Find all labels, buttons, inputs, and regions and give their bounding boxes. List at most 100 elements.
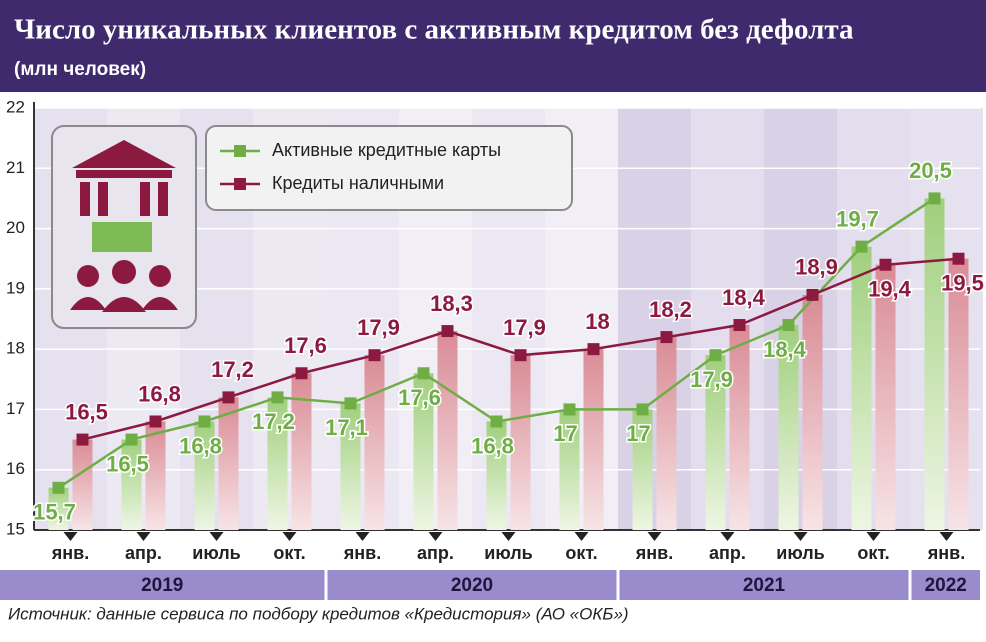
marker [490,415,503,428]
value-column [875,264,896,530]
year-band [911,570,980,600]
x-tick-label: янв. [927,543,965,563]
marker [928,192,941,205]
value-column [413,373,434,530]
value-column [218,397,239,530]
value-column [559,409,580,530]
tick-mark [939,532,954,541]
marker [271,391,284,404]
value-label: 17,1 [325,415,368,440]
year-label: 2020 [451,575,493,596]
value-column [364,355,385,530]
value-column [437,331,458,530]
value-column [583,349,604,530]
marker [344,397,357,410]
x-tick-label: янв. [51,543,89,563]
x-tick-label: апр. [125,543,162,563]
value-column [121,439,142,530]
y-tick-label: 17 [6,399,25,418]
value-label: 15,7 [33,500,76,525]
value-column [632,409,653,530]
value-label: 17,9 [357,315,400,340]
value-label: 16,5 [65,399,108,424]
source: Источник: данные сервиса по подбору кред… [8,604,629,623]
year-label: 2021 [743,575,786,596]
tick-mark [282,532,297,541]
marker [52,481,65,494]
value-column [778,325,799,530]
marker [514,349,527,362]
x-tick-label: июль [776,543,825,563]
y-tick-label: 22 [6,97,25,116]
value-label: 19,5 [941,271,984,296]
value-label: 16,8 [138,381,181,406]
marker [368,349,381,362]
value-label: 16,8 [179,433,222,458]
value-label: 17,9 [690,367,733,392]
value-column [48,487,69,530]
value-column [486,421,507,530]
marker [149,415,162,428]
tick-mark [428,532,443,541]
x-tick-label: июль [484,543,533,563]
year-label: 2022 [925,575,967,596]
year-band [327,570,617,600]
x-tick-label: окт. [273,543,305,563]
value-column [948,258,969,530]
year-band [619,570,909,600]
y-tick-label: 16 [6,459,25,478]
chart-title: Число уникальных клиентов с активным кре… [14,14,854,46]
marker [660,331,673,344]
y-tick-label: 20 [6,218,25,237]
value-label: 17,2 [252,409,295,434]
value-label: 17,6 [398,385,441,410]
value-column [267,397,288,530]
value-label: 17,2 [211,357,254,382]
marker [855,240,868,253]
marker [198,415,211,428]
value-column [291,373,312,530]
tick-mark [866,532,881,541]
value-column [851,246,872,530]
marker [587,343,600,356]
x-tick-label: апр. [709,543,746,563]
value-label: 16,5 [106,451,149,476]
value-label: 18,4 [722,285,766,310]
value-label: 18,2 [649,297,692,322]
x-tick-label: янв. [343,543,381,563]
legend-marker [234,178,246,190]
y-tick-label: 15 [6,519,25,538]
legend-label: Активные кредитные карты [272,140,501,160]
year-band [0,570,325,600]
value-label: 18,3 [430,291,473,316]
marker [222,391,235,404]
marker [76,433,89,446]
year-label: 2019 [141,575,183,596]
x-tick-label: окт. [565,543,597,563]
marker [417,367,430,380]
x-tick-label: апр. [417,543,454,563]
value-label: 18,4 [763,337,807,362]
value-label: 17 [626,421,650,446]
marker [563,403,576,416]
tick-mark [793,532,808,541]
value-column [729,325,750,530]
tick-mark [574,532,589,541]
marker [636,403,649,416]
chart-subtitle: (млн человек) [14,59,146,80]
value-column [72,439,93,530]
column-bg [910,108,983,530]
value-column [924,198,945,530]
marker [782,319,795,332]
value-label: 17 [553,421,577,446]
value-column [194,421,215,530]
value-column [802,294,823,530]
value-label: 17,9 [503,315,546,340]
column-bg [618,108,691,530]
value-label: 18 [585,309,609,334]
marker [295,367,308,380]
legend-label: Кредиты наличными [272,173,444,193]
value-label: 19,7 [836,206,879,231]
value-label: 16,8 [471,433,514,458]
